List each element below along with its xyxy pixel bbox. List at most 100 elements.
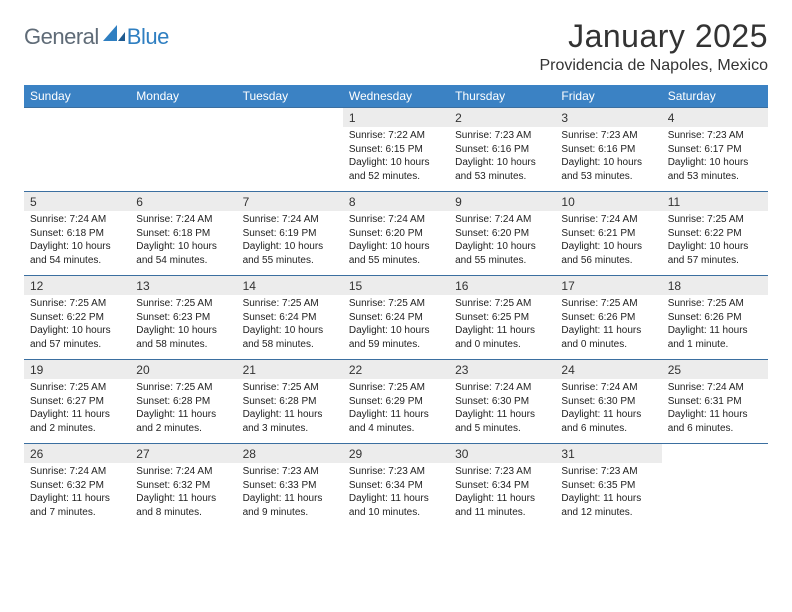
sunset-text: Sunset: 6:33 PM — [243, 479, 337, 493]
day-detail-cell: Sunrise: 7:23 AMSunset: 6:34 PMDaylight:… — [343, 463, 449, 527]
sunrise-text: Sunrise: 7:24 AM — [455, 381, 549, 395]
daylight-text: Daylight: 10 hours and 57 minutes. — [30, 324, 124, 351]
day-detail-cell: Sunrise: 7:25 AMSunset: 6:25 PMDaylight:… — [449, 295, 555, 360]
day-number-cell: 2 — [449, 108, 555, 127]
weekday-header: Sunday — [24, 85, 130, 108]
day-detail-cell: Sunrise: 7:24 AMSunset: 6:21 PMDaylight:… — [555, 211, 661, 276]
day-number-cell: 9 — [449, 192, 555, 211]
day-number-cell: 19 — [24, 360, 130, 379]
day-detail-cell: Sunrise: 7:24 AMSunset: 6:30 PMDaylight:… — [555, 379, 661, 444]
day-detail-cell — [237, 127, 343, 192]
sunset-text: Sunset: 6:29 PM — [349, 395, 443, 409]
sunset-text: Sunset: 6:26 PM — [561, 311, 655, 325]
day-number-cell: 23 — [449, 360, 555, 379]
sunrise-text: Sunrise: 7:25 AM — [668, 213, 762, 227]
day-detail-cell: Sunrise: 7:23 AMSunset: 6:35 PMDaylight:… — [555, 463, 661, 527]
day-detail-cell: Sunrise: 7:25 AMSunset: 6:24 PMDaylight:… — [237, 295, 343, 360]
daylight-text: Daylight: 11 hours and 11 minutes. — [455, 492, 549, 519]
day-number-cell: 31 — [555, 444, 661, 463]
daylight-text: Daylight: 11 hours and 6 minutes. — [561, 408, 655, 435]
day-detail-cell: Sunrise: 7:25 AMSunset: 6:22 PMDaylight:… — [24, 295, 130, 360]
sunrise-text: Sunrise: 7:24 AM — [30, 465, 124, 479]
daylight-text: Daylight: 10 hours and 56 minutes. — [561, 240, 655, 267]
daylight-text: Daylight: 10 hours and 53 minutes. — [455, 156, 549, 183]
sunrise-text: Sunrise: 7:25 AM — [349, 297, 443, 311]
weekday-header: Friday — [555, 85, 661, 108]
weekday-header: Tuesday — [237, 85, 343, 108]
sunrise-text: Sunrise: 7:24 AM — [668, 381, 762, 395]
sunset-text: Sunset: 6:18 PM — [30, 227, 124, 241]
daylight-text: Daylight: 10 hours and 57 minutes. — [668, 240, 762, 267]
sunset-text: Sunset: 6:22 PM — [668, 227, 762, 241]
day-detail-cell: Sunrise: 7:25 AMSunset: 6:24 PMDaylight:… — [343, 295, 449, 360]
daylight-text: Daylight: 11 hours and 2 minutes. — [136, 408, 230, 435]
sunset-text: Sunset: 6:30 PM — [455, 395, 549, 409]
sunrise-text: Sunrise: 7:24 AM — [561, 213, 655, 227]
day-number-cell: 1 — [343, 108, 449, 127]
sunrise-text: Sunrise: 7:25 AM — [455, 297, 549, 311]
day-detail-cell: Sunrise: 7:25 AMSunset: 6:26 PMDaylight:… — [662, 295, 768, 360]
sunset-text: Sunset: 6:20 PM — [455, 227, 549, 241]
day-detail-cell: Sunrise: 7:23 AMSunset: 6:16 PMDaylight:… — [449, 127, 555, 192]
day-number-cell: 21 — [237, 360, 343, 379]
brand-logo: General Blue — [24, 18, 169, 50]
day-detail-cell: Sunrise: 7:24 AMSunset: 6:18 PMDaylight:… — [24, 211, 130, 276]
day-number-cell — [662, 444, 768, 463]
daylight-text: Daylight: 10 hours and 54 minutes. — [136, 240, 230, 267]
daynum-row: 1234 — [24, 108, 768, 127]
daylight-text: Daylight: 11 hours and 1 minute. — [668, 324, 762, 351]
day-detail-cell: Sunrise: 7:22 AMSunset: 6:15 PMDaylight:… — [343, 127, 449, 192]
day-number-cell: 11 — [662, 192, 768, 211]
sunrise-text: Sunrise: 7:23 AM — [243, 465, 337, 479]
day-number-cell: 24 — [555, 360, 661, 379]
day-number-cell: 8 — [343, 192, 449, 211]
sunset-text: Sunset: 6:21 PM — [561, 227, 655, 241]
detail-row: Sunrise: 7:24 AMSunset: 6:32 PMDaylight:… — [24, 463, 768, 527]
day-number-cell: 10 — [555, 192, 661, 211]
brand-text-blue: Blue — [127, 24, 169, 50]
sunrise-text: Sunrise: 7:23 AM — [455, 465, 549, 479]
day-detail-cell: Sunrise: 7:24 AMSunset: 6:19 PMDaylight:… — [237, 211, 343, 276]
sunset-text: Sunset: 6:24 PM — [243, 311, 337, 325]
sunrise-text: Sunrise: 7:23 AM — [349, 465, 443, 479]
sunrise-text: Sunrise: 7:23 AM — [561, 129, 655, 143]
sunset-text: Sunset: 6:25 PM — [455, 311, 549, 325]
day-number-cell: 16 — [449, 276, 555, 295]
daylight-text: Daylight: 10 hours and 53 minutes. — [561, 156, 655, 183]
daylight-text: Daylight: 10 hours and 59 minutes. — [349, 324, 443, 351]
day-detail-cell: Sunrise: 7:23 AMSunset: 6:33 PMDaylight:… — [237, 463, 343, 527]
day-number-cell — [237, 108, 343, 127]
title-block: January 2025 Providencia de Napoles, Mex… — [539, 18, 768, 75]
sunset-text: Sunset: 6:20 PM — [349, 227, 443, 241]
day-detail-cell: Sunrise: 7:25 AMSunset: 6:29 PMDaylight:… — [343, 379, 449, 444]
day-number-cell: 12 — [24, 276, 130, 295]
daynum-row: 567891011 — [24, 192, 768, 211]
day-detail-cell: Sunrise: 7:23 AMSunset: 6:34 PMDaylight:… — [449, 463, 555, 527]
day-detail-cell: Sunrise: 7:24 AMSunset: 6:20 PMDaylight:… — [343, 211, 449, 276]
day-number-cell: 28 — [237, 444, 343, 463]
day-detail-cell: Sunrise: 7:23 AMSunset: 6:16 PMDaylight:… — [555, 127, 661, 192]
sunrise-text: Sunrise: 7:25 AM — [136, 297, 230, 311]
day-number-cell: 6 — [130, 192, 236, 211]
daylight-text: Daylight: 11 hours and 3 minutes. — [243, 408, 337, 435]
sunset-text: Sunset: 6:17 PM — [668, 143, 762, 157]
detail-row: Sunrise: 7:24 AMSunset: 6:18 PMDaylight:… — [24, 211, 768, 276]
day-detail-cell: Sunrise: 7:25 AMSunset: 6:28 PMDaylight:… — [237, 379, 343, 444]
day-detail-cell: Sunrise: 7:23 AMSunset: 6:17 PMDaylight:… — [662, 127, 768, 192]
day-detail-cell: Sunrise: 7:24 AMSunset: 6:20 PMDaylight:… — [449, 211, 555, 276]
daylight-text: Daylight: 11 hours and 12 minutes. — [561, 492, 655, 519]
daylight-text: Daylight: 10 hours and 55 minutes. — [349, 240, 443, 267]
location-subtitle: Providencia de Napoles, Mexico — [539, 57, 768, 75]
daylight-text: Daylight: 11 hours and 10 minutes. — [349, 492, 443, 519]
daylight-text: Daylight: 11 hours and 6 minutes. — [668, 408, 762, 435]
day-detail-cell: Sunrise: 7:24 AMSunset: 6:30 PMDaylight:… — [449, 379, 555, 444]
daylight-text: Daylight: 10 hours and 58 minutes. — [136, 324, 230, 351]
day-detail-cell — [662, 463, 768, 527]
day-number-cell: 30 — [449, 444, 555, 463]
daynum-row: 262728293031 — [24, 444, 768, 463]
day-detail-cell — [130, 127, 236, 192]
daylight-text: Daylight: 10 hours and 55 minutes. — [455, 240, 549, 267]
sunset-text: Sunset: 6:26 PM — [668, 311, 762, 325]
calendar-table: Sunday Monday Tuesday Wednesday Thursday… — [24, 85, 768, 527]
sunset-text: Sunset: 6:18 PM — [136, 227, 230, 241]
